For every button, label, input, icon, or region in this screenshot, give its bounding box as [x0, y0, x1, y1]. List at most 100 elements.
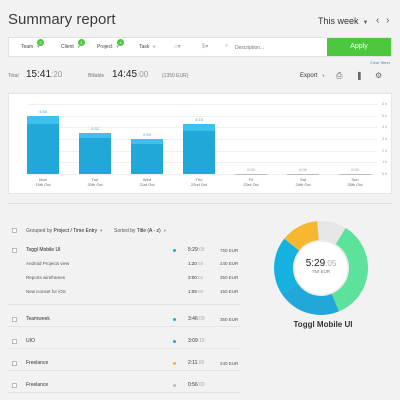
filter-label: Project — [97, 44, 113, 50]
tag-filter-icon[interactable]: ⌂▾ — [174, 44, 181, 50]
row-checkbox[interactable] — [12, 317, 17, 322]
bar-value-label: 4:15 — [195, 117, 203, 123]
duration-value: 3:09 — [188, 338, 198, 344]
chart-bar[interactable] — [79, 132, 111, 174]
row-checkbox[interactable] — [12, 383, 17, 388]
donut-time-value: 5:29 — [305, 258, 326, 269]
project-color-dot — [173, 318, 176, 321]
row-checkbox[interactable] — [12, 339, 17, 344]
prev-period-button[interactable]: ‹ — [376, 15, 380, 26]
duration-value: 2:11 — [188, 360, 198, 366]
entry-earnings: 240 EUR — [220, 261, 239, 266]
day-name-label: Sun — [351, 177, 359, 182]
chevron-down-icon: ▼ — [162, 228, 167, 233]
x-tick-label: Sun 25th Oct — [335, 177, 375, 187]
description-input[interactable] — [235, 43, 325, 52]
project-color-dot — [173, 340, 176, 343]
select-all-checkbox[interactable] — [12, 228, 17, 233]
chart-bar-segment — [183, 124, 215, 131]
x-tick-label: Mon 19th Oct — [23, 177, 63, 187]
chart-area: 0 h 1 h 2 h 3 h 4 h 5 h 6 h 4:56 Mon 19th Oct 3:32… — [9, 94, 393, 195]
billable-filter-icon[interactable]: $▾ — [202, 44, 209, 50]
chevron-down-icon: ▼ — [99, 228, 104, 233]
search-icon: ⌕ — [225, 43, 229, 49]
time-entry-row[interactable]: Android Projects view — [26, 261, 70, 266]
donut-earnings: 750 EUR — [311, 269, 331, 274]
donut-segment[interactable] — [284, 221, 319, 251]
empty-bar-line — [287, 174, 319, 175]
date-label: 22nd Oct — [190, 182, 208, 187]
chevron-down-icon: ▼ — [152, 44, 157, 49]
project-duration: 3:09:15 — [188, 338, 205, 344]
filter-client[interactable]: Client ▼ 1 — [61, 39, 85, 50]
chart-bar[interactable] — [27, 116, 59, 174]
total-time: 15:41:20 — [26, 69, 62, 80]
duration-value: 1:09 — [188, 289, 197, 294]
entry-duration: 1:20:03 — [188, 261, 203, 266]
export-label: Export — [300, 73, 318, 79]
chevron-down-icon: ▼ — [36, 44, 41, 49]
x-tick-label: Sat 24th Oct — [283, 177, 323, 187]
print-icon[interactable]: ⎙ — [336, 71, 343, 80]
project-row[interactable]: Toggl Mobile UI — [26, 247, 61, 253]
time-entry-row[interactable]: Reports wireframes — [26, 275, 66, 280]
empty-bar-line — [339, 174, 371, 175]
total-label: Total — [8, 73, 19, 79]
duration-value: 0:56 — [188, 382, 198, 388]
project-row[interactable]: UIO — [26, 338, 35, 344]
time-entry-row[interactable]: New iconset for iOS — [26, 289, 66, 294]
row-checkbox[interactable] — [12, 248, 17, 253]
chevron-down-icon: ▼ — [76, 44, 81, 49]
duration-seconds: :02 — [196, 275, 204, 280]
chevron-down-icon: ▼ — [362, 20, 369, 26]
billable-time-value: 14:45 — [112, 69, 138, 80]
sorted-by-selector[interactable]: Sorted by Title (A - z) ▼ — [114, 228, 167, 234]
grouped-by-selector[interactable]: Grouped by Project / Time Entry ▼ — [26, 228, 103, 234]
apply-button[interactable]: Apply — [327, 38, 391, 56]
donut-segment[interactable] — [281, 283, 339, 315]
filter-team[interactable]: Team ▼ 2 — [21, 39, 44, 50]
chart-bar[interactable] — [183, 124, 215, 174]
bar-value-label: 4:56 — [39, 109, 47, 115]
project-earnings: 240 EUR — [220, 361, 239, 366]
clear-filters-link[interactable]: Clear filters — [370, 60, 391, 65]
bookmark-icon[interactable]: ❚ — [356, 71, 363, 80]
bar-value-label: 2:59 — [143, 132, 151, 138]
filter-badge: 1 — [78, 39, 85, 46]
project-row[interactable]: Teamweek — [26, 316, 50, 322]
next-period-button[interactable]: › — [386, 15, 390, 26]
donut-segment[interactable] — [331, 227, 368, 312]
date-label: 21st Oct — [139, 182, 155, 187]
donut-time-seconds: :05 — [325, 259, 337, 268]
date-label: 25th Oct — [347, 182, 363, 187]
y-tick-label: 0 h — [382, 172, 387, 176]
billable-amount: (1350 EUR) — [162, 73, 189, 79]
row-divider — [8, 304, 240, 305]
period-selector[interactable]: This week ▼ — [318, 16, 368, 26]
period-label: This week — [318, 16, 359, 26]
row-divider — [8, 392, 240, 393]
y-tick-label: 6 h — [382, 102, 387, 106]
chart-bar[interactable] — [131, 139, 163, 174]
bar-value-label: 0:00 — [247, 167, 255, 172]
row-divider — [8, 370, 240, 371]
donut-chart — [274, 221, 368, 315]
donut-segment[interactable] — [317, 221, 346, 245]
filter-task[interactable]: Task ▼ — [139, 44, 156, 50]
duration-seconds: :15 — [197, 338, 205, 344]
chart-bar-segment — [79, 132, 111, 139]
date-label: 24th Oct — [295, 182, 311, 187]
export-dropdown[interactable]: Export ▼ — [300, 73, 325, 79]
project-row[interactable]: Freelance — [26, 360, 49, 366]
duration-seconds: :00 — [197, 360, 205, 366]
donut-center: 5:29:05 750 EUR — [293, 258, 349, 274]
filter-project[interactable]: Project ▼ 4 — [97, 39, 124, 50]
settings-gear-icon[interactable]: ⚙ — [375, 71, 383, 80]
entry-duration: 3:00:02 — [188, 275, 203, 280]
project-row[interactable]: Freelance — [26, 382, 49, 388]
billable-label: Billable — [88, 73, 105, 79]
donut-segment[interactable] — [274, 238, 300, 294]
y-tick-label: 5 h — [382, 113, 387, 118]
row-checkbox[interactable] — [12, 361, 17, 366]
y-tick-label: 4 h — [382, 125, 387, 130]
